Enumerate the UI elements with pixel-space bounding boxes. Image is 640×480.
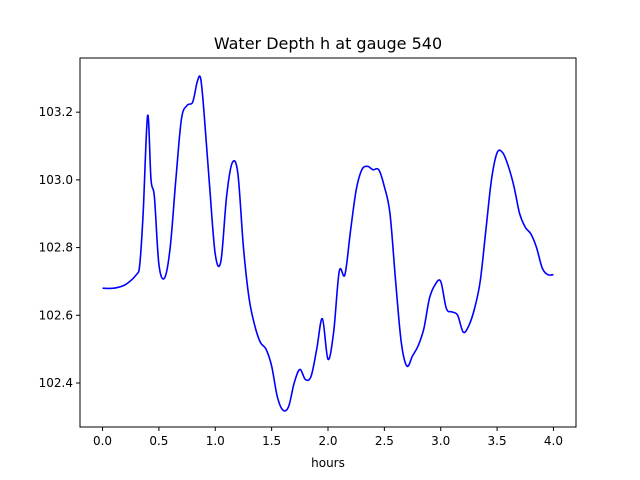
series-line <box>102 75 554 412</box>
chart-title: Water Depth h at gauge 540 <box>214 34 442 53</box>
x-tick-label: 2.5 <box>375 434 394 448</box>
x-tick-label: 1.0 <box>206 434 225 448</box>
axes-frame <box>79 57 577 428</box>
x-tick-label: 0.5 <box>149 434 168 448</box>
y-tick-label: 103.2 <box>39 105 73 119</box>
x-tick-label: 3.0 <box>431 434 450 448</box>
x-tick-label: 0.0 <box>93 434 112 448</box>
x-tick-label: 3.5 <box>488 434 507 448</box>
y-tick-label: 103.0 <box>39 173 73 187</box>
y-axis-ticks: 102.4 102.6 102.8 103.0 103.2 <box>39 105 80 390</box>
y-tick-label: 102.6 <box>39 308 73 322</box>
x-axis-ticks: 0.0 0.5 1.0 1.5 2.0 2.5 3.0 3.5 4.0 <box>93 427 563 448</box>
plot-area <box>102 75 554 412</box>
x-tick-label: 1.5 <box>262 434 281 448</box>
x-tick-label: 2.0 <box>318 434 337 448</box>
x-axis-label: hours <box>311 456 345 470</box>
y-tick-label: 102.8 <box>39 241 73 255</box>
x-tick-label: 4.0 <box>544 434 563 448</box>
y-tick-label: 102.4 <box>39 376 73 390</box>
